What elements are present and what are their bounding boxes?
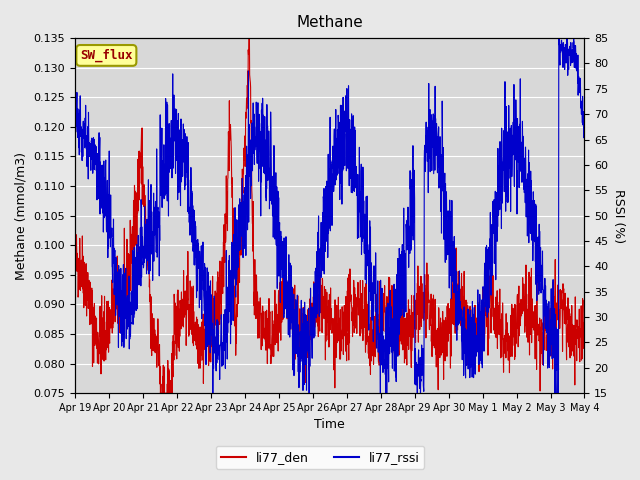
li77_den (536, 325, 544, 331)
li77_den (356, 320, 364, 325)
li77_rssi (344, 113, 352, 119)
li77_den (245, 35, 253, 41)
X-axis label: Time: Time (314, 419, 345, 432)
li77_rssi (550, 339, 557, 345)
Text: SW_flux: SW_flux (80, 49, 132, 62)
Y-axis label: Methane (mmol/m3): Methane (mmol/m3) (15, 152, 28, 280)
li77_rssi (356, 144, 364, 150)
li77_den (345, 319, 353, 325)
li77_rssi (209, 390, 217, 396)
Y-axis label: RSSI (%): RSSI (%) (612, 189, 625, 243)
Line: li77_rssi: li77_rssi (75, 38, 584, 393)
li77_rssi (214, 356, 221, 361)
Line: li77_den: li77_den (75, 38, 584, 393)
li77_rssi (71, 112, 79, 118)
li77_den (71, 251, 79, 257)
li77_den (157, 390, 164, 396)
li77_rssi (536, 228, 543, 234)
li77_den (478, 338, 486, 344)
li77_den (550, 294, 558, 300)
Title: Methane: Methane (296, 15, 363, 30)
li77_rssi (555, 35, 563, 41)
li77_den (580, 309, 588, 315)
Legend: li77_den, li77_rssi: li77_den, li77_rssi (216, 446, 424, 469)
li77_rssi (478, 336, 486, 341)
li77_rssi (580, 126, 588, 132)
li77_den (214, 279, 221, 285)
